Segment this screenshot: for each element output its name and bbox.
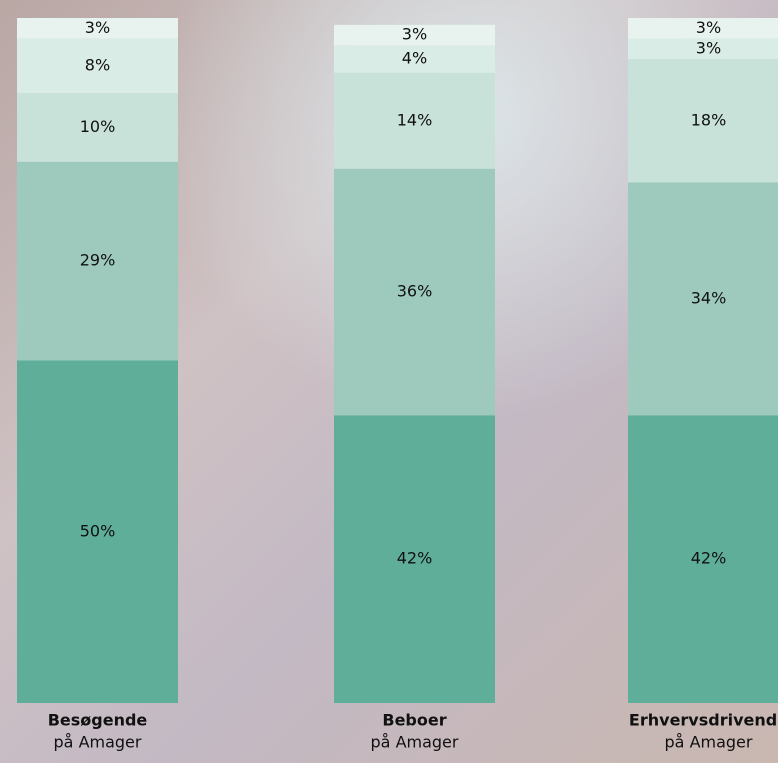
bar-segment bbox=[628, 415, 778, 703]
value-label: 3% bbox=[85, 18, 110, 37]
bar-segment bbox=[334, 168, 495, 416]
value-label: 10% bbox=[80, 117, 116, 136]
value-label: 50% bbox=[80, 521, 116, 540]
bar-segment bbox=[628, 182, 778, 416]
bar-segment bbox=[334, 24, 495, 46]
category-label: Erhvervsdrivende bbox=[629, 711, 778, 730]
value-label: 3% bbox=[696, 18, 721, 37]
category-sublabel: på Amager bbox=[665, 733, 753, 752]
bar-segment bbox=[17, 360, 178, 703]
bar-segment bbox=[17, 93, 178, 162]
bar-segment bbox=[628, 18, 778, 39]
value-label: 29% bbox=[80, 251, 116, 270]
bar-segment bbox=[628, 59, 778, 183]
bar-segment bbox=[17, 18, 178, 39]
bar-segment bbox=[17, 38, 178, 94]
bar-segment bbox=[334, 72, 495, 169]
category-label: Beboer bbox=[382, 711, 446, 730]
value-label: 14% bbox=[397, 110, 433, 129]
value-label: 42% bbox=[397, 549, 433, 568]
value-label: 18% bbox=[691, 110, 727, 129]
category-sublabel: på Amager bbox=[371, 733, 459, 752]
value-label: 34% bbox=[691, 288, 727, 307]
value-label: 36% bbox=[397, 282, 433, 301]
category-label: Besøgende bbox=[48, 711, 148, 730]
bar-segment bbox=[334, 415, 495, 703]
bar-segment bbox=[17, 161, 178, 361]
value-label: 3% bbox=[402, 25, 427, 44]
value-label: 8% bbox=[85, 55, 110, 74]
bar-segment bbox=[628, 38, 778, 60]
category-sublabel: på Amager bbox=[54, 733, 142, 752]
value-label: 4% bbox=[402, 49, 427, 68]
bar-segment bbox=[334, 45, 495, 73]
value-label: 3% bbox=[696, 38, 721, 57]
value-label: 42% bbox=[691, 549, 727, 568]
